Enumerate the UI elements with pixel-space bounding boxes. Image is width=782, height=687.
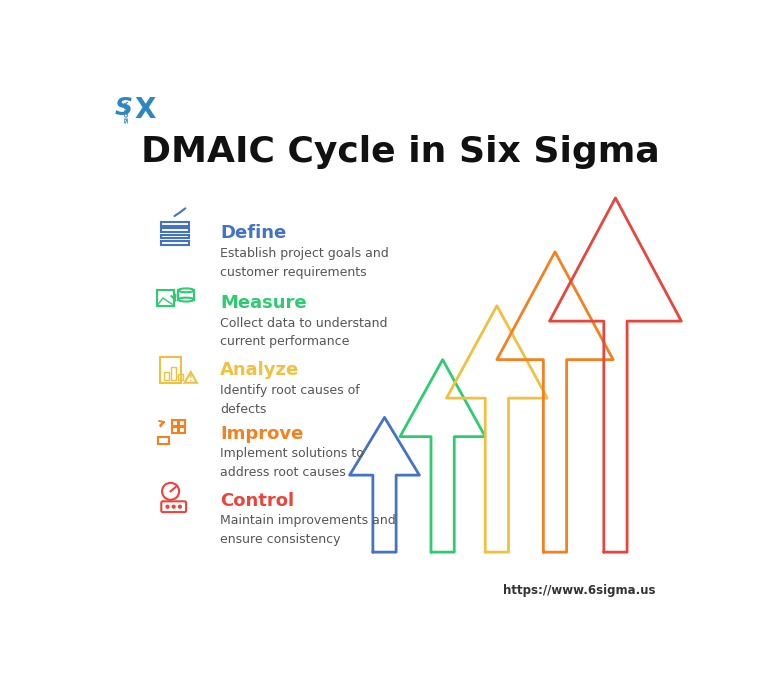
- Bar: [161, 234, 189, 238]
- Text: S: S: [115, 96, 133, 120]
- Text: X: X: [135, 96, 156, 124]
- Text: Implement solutions to
address root causes: Implement solutions to address root caus…: [221, 447, 364, 479]
- Text: !: !: [188, 374, 192, 383]
- Bar: [158, 437, 169, 444]
- Text: Identify root causes of
defects: Identify root causes of defects: [221, 384, 360, 416]
- Text: Measure: Measure: [221, 293, 307, 312]
- Bar: [172, 427, 178, 433]
- Bar: [179, 427, 185, 433]
- Text: Analyze: Analyze: [221, 361, 300, 379]
- Text: Collect data to understand
current performance: Collect data to understand current perfo…: [221, 317, 388, 348]
- Polygon shape: [185, 372, 197, 383]
- Bar: [164, 372, 169, 380]
- Text: SIGMA: SIGMA: [124, 100, 130, 123]
- Bar: [161, 228, 189, 232]
- Bar: [161, 222, 189, 226]
- Circle shape: [172, 506, 175, 508]
- Text: Establish project goals and
customer requirements: Establish project goals and customer req…: [221, 247, 389, 279]
- Text: Define: Define: [221, 225, 286, 243]
- Bar: [156, 291, 174, 306]
- Text: https://www.6sigma.us: https://www.6sigma.us: [504, 584, 656, 597]
- Bar: [160, 357, 181, 383]
- Text: Improve: Improve: [221, 425, 303, 442]
- Circle shape: [166, 506, 169, 508]
- Text: Maintain improvements and
ensure consistency: Maintain improvements and ensure consist…: [221, 515, 396, 546]
- Text: Control: Control: [221, 492, 294, 510]
- Bar: [161, 240, 189, 245]
- Bar: [172, 420, 178, 426]
- Bar: [178, 374, 183, 380]
- Bar: [171, 368, 176, 380]
- Circle shape: [178, 506, 181, 508]
- Text: DMAIC Cycle in Six Sigma: DMAIC Cycle in Six Sigma: [142, 135, 660, 169]
- Bar: [179, 420, 185, 426]
